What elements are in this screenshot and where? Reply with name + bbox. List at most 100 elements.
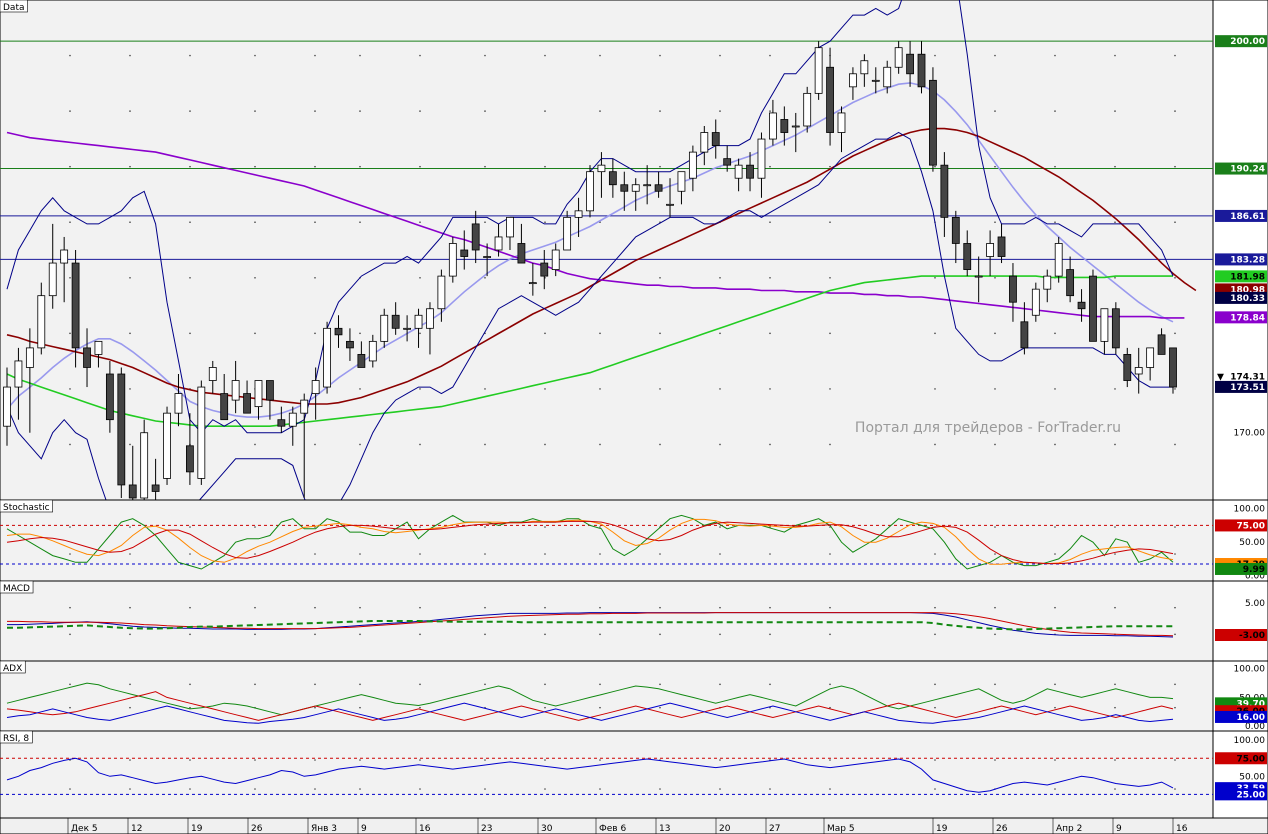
candle-body [894, 47, 903, 68]
candle-body [266, 380, 274, 401]
grid-dot [544, 553, 546, 555]
price-badge [1215, 370, 1267, 383]
candle-body [769, 112, 777, 140]
grid-dot [129, 788, 131, 790]
grid-dot [994, 759, 996, 761]
price-badge-label: 186.61 [1230, 212, 1265, 222]
panel-title: ADX [3, 664, 22, 674]
time-axis: Дек 5 12 19 26 Янв 3 9 16 23 30 Фев 6 13 20 27 Мар 5 1… [0, 817, 1268, 834]
price-badge [1215, 253, 1267, 266]
grid-dot [69, 110, 71, 112]
grid-dot [129, 683, 131, 686]
price-badge-label: 181.98 [1230, 272, 1265, 282]
grid-dot [599, 633, 601, 636]
grid-dot [994, 332, 996, 335]
price-badge [1215, 270, 1267, 283]
grid-dot [189, 706, 191, 709]
candle-body [254, 380, 263, 408]
candle-body [608, 171, 617, 186]
grid-dot [1054, 110, 1056, 112]
price-badge-label: -3.00 [1239, 631, 1265, 641]
y-tick-label: 100.00 [1234, 505, 1266, 515]
grid-dot [769, 606, 771, 609]
candle-body [334, 327, 343, 336]
grid-dot [1174, 443, 1176, 446]
candle-body [1169, 347, 1177, 388]
panel-title: Stochastic [3, 503, 50, 513]
grid-dot [419, 54, 421, 57]
panel-title-box [0, 499, 53, 513]
price-badge [1215, 162, 1267, 175]
candle-body [700, 132, 709, 153]
grid-dot [1114, 276, 1116, 279]
series-line-5 [6, 131, 1173, 538]
grid-dot [719, 788, 721, 790]
candle-body [551, 249, 560, 270]
grid-dot [69, 332, 71, 335]
grid-dot [314, 683, 316, 686]
price-badge-label: 180.98 [1230, 285, 1265, 295]
series-line-0 [6, 682, 1174, 716]
panel-title: RSI, 8 [3, 734, 29, 744]
grid [69, 606, 1176, 636]
price-badge-label: 200.00 [1230, 37, 1265, 47]
series-line-0 [6, 757, 1174, 793]
candle-body [1100, 308, 1109, 342]
grid-dot [994, 633, 996, 636]
grid-dot [829, 221, 831, 224]
price-badge-label: 9.99 [1243, 565, 1265, 575]
candle-body [1077, 301, 1086, 310]
grid-dot [1174, 633, 1176, 636]
price-badge [1215, 291, 1267, 304]
candle-body [105, 373, 114, 421]
grid-dot [254, 759, 256, 761]
grid-dot [314, 759, 316, 761]
grid-dot [419, 221, 421, 224]
x-tick-label: 19 [191, 824, 203, 834]
series-line-2 [6, 520, 1174, 565]
grid-dot [189, 165, 191, 168]
candle-body [780, 119, 789, 133]
grid-dot [994, 443, 996, 446]
grid-dot [1174, 54, 1176, 57]
grid-dot [314, 276, 316, 279]
grid-dot [69, 221, 71, 224]
grid-dot [769, 683, 771, 686]
grid-dot [769, 553, 771, 555]
grid-dot [829, 606, 831, 609]
grid-dot [314, 606, 316, 609]
candle-body [460, 249, 469, 257]
grid-dot [314, 706, 316, 709]
grid-dot [419, 788, 421, 790]
candle-body [426, 308, 434, 329]
grid-dot [359, 221, 361, 224]
grid-dot [129, 221, 131, 224]
candle-body [597, 164, 606, 173]
grid-dot [659, 110, 661, 112]
y-tick-label: 170.00 [1234, 429, 1266, 439]
candle-body [506, 216, 514, 238]
grid-dot [484, 683, 486, 686]
grid-dot [829, 553, 831, 555]
grid-dot [69, 388, 71, 390]
candle-body [826, 66, 834, 133]
grid-dot [659, 683, 661, 686]
grid-dot [934, 759, 936, 761]
candle-body [163, 412, 171, 479]
x-tick-label: Янв 3 [311, 824, 337, 834]
grid-dot [1114, 221, 1116, 224]
grid-dot [769, 165, 771, 168]
grid-dot [544, 788, 546, 790]
grid-dot [1174, 388, 1176, 390]
grid-dot [659, 165, 661, 168]
grid-dot [484, 110, 486, 112]
grid-dot [189, 110, 191, 112]
grid-dot [599, 54, 601, 57]
grid-dot [599, 110, 601, 112]
grid-dot [254, 633, 256, 636]
grid-dot [659, 633, 661, 636]
watermark: Портал для трейдеров - ForTrader.ru [855, 420, 1121, 436]
candle-body [403, 327, 411, 330]
x-tick-label: 23 [481, 824, 492, 834]
grid-dot [544, 54, 546, 57]
